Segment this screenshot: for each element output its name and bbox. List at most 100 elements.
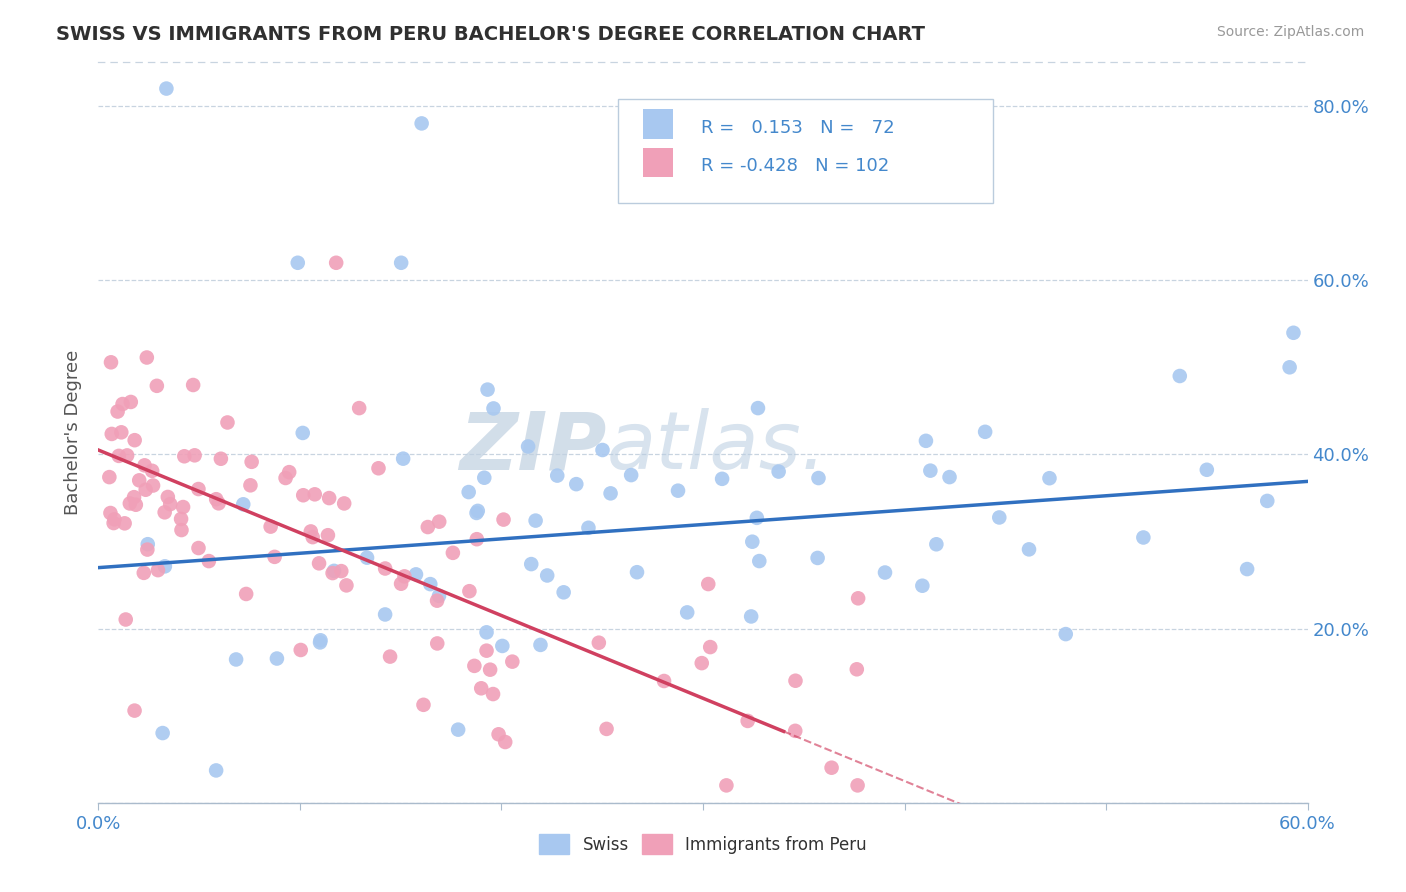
Text: SWISS VS IMMIGRANTS FROM PERU BACHELOR'S DEGREE CORRELATION CHART: SWISS VS IMMIGRANTS FROM PERU BACHELOR'S… (56, 25, 925, 44)
Point (170, 523, 193, 537)
Legend: Swiss, Immigrants from Peru: Swiss, Immigrants from Peru (533, 828, 873, 861)
Point (207, 496, 229, 510)
Point (467, 504, 489, 518)
Point (278, 465, 301, 479)
Point (599, 486, 621, 500)
Point (565, 477, 588, 491)
Point (845, 662, 868, 676)
Point (524, 514, 547, 528)
Point (110, 425, 132, 440)
Point (374, 607, 396, 622)
Point (501, 655, 523, 669)
Point (1168, 369, 1191, 384)
Point (309, 635, 332, 649)
Text: atlas.: atlas. (606, 409, 827, 486)
Text: Source: ZipAtlas.com: Source: ZipAtlas.com (1216, 25, 1364, 39)
Point (595, 722, 617, 736)
Point (419, 577, 441, 591)
Point (988, 510, 1011, 524)
Point (120, 395, 142, 409)
Point (187, 482, 209, 496)
Point (266, 651, 288, 665)
Point (325, 256, 347, 270)
Point (1038, 471, 1060, 485)
Point (520, 557, 543, 571)
Point (458, 584, 481, 599)
Point (747, 401, 769, 415)
Point (304, 487, 326, 501)
Point (335, 578, 357, 592)
Point (1278, 360, 1301, 375)
Point (155, 81, 177, 95)
Point (103, 512, 125, 526)
Point (690, 656, 713, 670)
Point (170, 512, 193, 526)
Point (472, 471, 495, 485)
Point (291, 425, 314, 440)
Point (1132, 531, 1154, 545)
Point (263, 549, 285, 564)
Point (578, 521, 600, 535)
Point (274, 471, 297, 485)
Point (426, 636, 449, 650)
Point (620, 468, 643, 483)
Point (716, 778, 738, 792)
Point (494, 735, 516, 749)
Point (98, 470, 121, 484)
Point (118, 496, 141, 510)
Point (100, 355, 122, 369)
Point (114, 613, 136, 627)
Point (666, 483, 689, 498)
Point (374, 561, 396, 575)
Point (301, 530, 323, 544)
Point (475, 625, 498, 640)
Point (316, 528, 339, 542)
Point (122, 490, 145, 504)
Point (308, 557, 330, 571)
Point (239, 478, 262, 492)
Point (974, 425, 997, 439)
Point (488, 727, 510, 741)
Point (146, 379, 169, 393)
Point (846, 591, 869, 606)
Point (153, 559, 176, 574)
Point (470, 681, 492, 696)
Point (475, 643, 498, 657)
Point (465, 532, 488, 546)
Point (517, 440, 540, 454)
Point (287, 256, 309, 270)
Point (333, 496, 356, 510)
Point (748, 554, 770, 568)
Point (546, 468, 568, 483)
Point (699, 640, 721, 654)
Point (205, 764, 228, 778)
Point (125, 498, 148, 512)
Point (323, 564, 346, 578)
Point (107, 404, 129, 418)
Point (240, 455, 263, 469)
Point (491, 639, 513, 653)
Point (124, 704, 146, 718)
Point (141, 464, 163, 478)
Point (209, 451, 232, 466)
FancyBboxPatch shape (619, 99, 993, 203)
Point (925, 537, 948, 551)
Point (115, 449, 138, 463)
Bar (643, 109, 673, 138)
Point (111, 397, 134, 411)
Point (768, 465, 790, 479)
Point (405, 567, 427, 582)
Text: R = -0.428   N = 102: R = -0.428 N = 102 (700, 157, 889, 175)
Point (389, 576, 412, 591)
Point (465, 506, 488, 520)
Point (205, 492, 228, 507)
Point (172, 500, 194, 514)
Point (938, 470, 960, 484)
Point (846, 778, 869, 792)
Point (588, 636, 610, 650)
Point (100, 506, 122, 520)
Point (1195, 463, 1218, 477)
Point (394, 569, 416, 583)
Point (356, 550, 378, 565)
Point (479, 663, 502, 677)
